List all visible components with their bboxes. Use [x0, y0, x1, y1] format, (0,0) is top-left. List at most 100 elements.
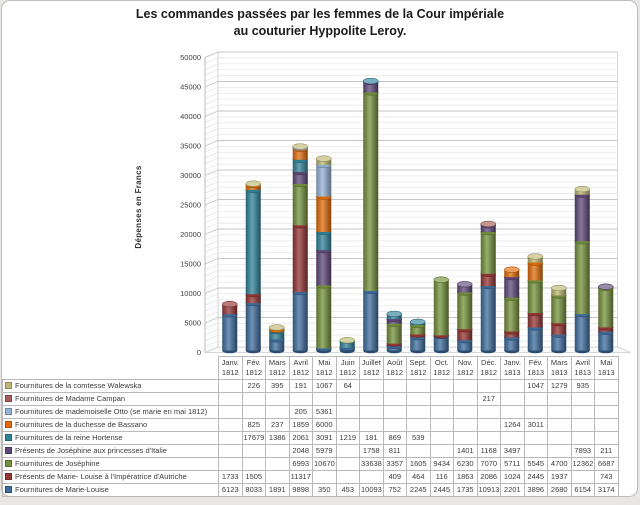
bar-segment	[480, 286, 496, 351]
value-cell: 2445	[523, 470, 548, 484]
bar-segment	[269, 339, 285, 351]
side-wall-gridline	[204, 152, 219, 159]
side-wall-gridline	[204, 246, 219, 253]
bar-segment	[457, 284, 473, 293]
value-cell	[453, 405, 478, 419]
table-corner-blank	[3, 357, 219, 380]
side-wall-gridline	[204, 252, 219, 259]
bar-segment	[292, 184, 308, 226]
value-cell	[335, 444, 360, 458]
bar-10	[457, 281, 473, 354]
value-cell	[406, 405, 431, 419]
bar-segment	[504, 277, 520, 298]
side-wall-gridline	[204, 122, 219, 129]
y-tick-label: 40000	[180, 112, 201, 121]
y-tick-label: 25000	[180, 201, 201, 210]
bar-segment	[316, 250, 332, 286]
legend-swatch-icon	[5, 395, 12, 403]
value-cell	[241, 444, 266, 458]
side-wall-gridline	[204, 275, 219, 282]
value-cell	[265, 470, 290, 484]
value-cell	[570, 418, 595, 432]
value-cell: 8033	[241, 483, 266, 497]
side-wall-gridline	[204, 264, 219, 271]
month-header-cell: Août 1812	[382, 356, 407, 380]
bar-segment	[316, 164, 332, 197]
bar-segment	[245, 303, 261, 351]
value-cell	[453, 418, 478, 432]
side-wall-gridline	[204, 234, 219, 241]
bar-segment	[410, 325, 426, 335]
series-name: Fournitures de Marie-Louise	[15, 484, 109, 494]
value-cell: 453	[335, 483, 360, 497]
value-cell: 7893	[570, 444, 595, 458]
value-cell	[382, 418, 407, 432]
value-cell: 1047	[523, 379, 548, 393]
month-header-cell: Mars 1812	[265, 356, 290, 380]
bar-segment	[457, 329, 473, 341]
side-wall-gridline	[204, 93, 219, 100]
value-cell: 237	[265, 418, 290, 432]
series-legend-label: Présents de Marie- Louise à l'Impératric…	[2, 470, 219, 484]
side-wall-gridline	[204, 181, 219, 188]
value-cell: 2245	[406, 483, 431, 497]
month-header-cell: Avril 1812	[288, 356, 313, 380]
bar-top-cap	[386, 310, 402, 317]
bar-top-cap	[339, 337, 355, 344]
bar-top-cap	[269, 324, 285, 331]
value-cell	[406, 392, 431, 406]
month-header-cell: Janv. 1813	[500, 356, 525, 380]
bar-9	[433, 276, 449, 354]
value-cell	[570, 405, 595, 419]
side-wall-gridline	[204, 334, 219, 341]
value-cell	[500, 379, 525, 393]
bar-6	[363, 77, 379, 354]
side-wall-gridline	[204, 81, 219, 88]
value-cell	[547, 431, 572, 445]
value-cell	[382, 379, 407, 393]
bar-14	[551, 284, 567, 354]
legend-swatch-icon	[5, 486, 12, 494]
month-header-cell: Juin 1812	[335, 356, 360, 380]
bar-top-cap	[292, 143, 308, 150]
month-header-cell: Mars 1813	[547, 356, 572, 380]
y-tick-label: 0	[197, 348, 201, 357]
series-legend-label: Fournitures de la comtesse Walewska	[2, 379, 219, 393]
bar-1	[245, 180, 261, 354]
value-cell	[359, 470, 384, 484]
value-cell	[359, 379, 384, 393]
value-cell	[570, 470, 595, 484]
value-cell: 3174	[594, 483, 619, 497]
bar-segment	[551, 295, 567, 324]
value-cell	[500, 392, 525, 406]
side-wall-gridline	[204, 311, 219, 318]
side-wall-gridline	[204, 193, 219, 200]
value-cell: 11317	[288, 470, 313, 484]
side-wall-gridline	[204, 340, 219, 347]
bar-segment	[457, 292, 473, 330]
side-wall-gridline	[204, 329, 219, 336]
value-cell	[265, 392, 290, 406]
side-wall-gridline	[204, 87, 219, 94]
value-cell: 2201	[500, 483, 525, 497]
month-header-cell: Mai 1813	[594, 356, 619, 380]
value-cell	[265, 457, 290, 471]
value-cell	[476, 431, 501, 445]
bar-top-cap	[598, 283, 614, 290]
bar-7	[386, 310, 402, 354]
value-cell	[476, 379, 501, 393]
bar-5	[339, 337, 355, 354]
bar-segment	[410, 337, 426, 351]
value-cell: 2061	[288, 431, 313, 445]
value-cell: 464	[406, 470, 431, 484]
chart-data-table: Janv. 1812 Fév. 1812 Mars 1812 Avril 1812 Mai 181…	[2, 356, 619, 497]
bar-segment	[480, 273, 496, 287]
bar-segment	[363, 82, 379, 93]
value-cell: 752	[382, 483, 407, 497]
bar-top-cap	[504, 266, 520, 273]
value-cell: 1863	[453, 470, 478, 484]
month-header-cell: Fév. 1813	[523, 356, 548, 380]
y-tick-label: 50000	[180, 53, 201, 62]
bar-16	[598, 283, 614, 354]
bar-segment	[363, 92, 379, 291]
